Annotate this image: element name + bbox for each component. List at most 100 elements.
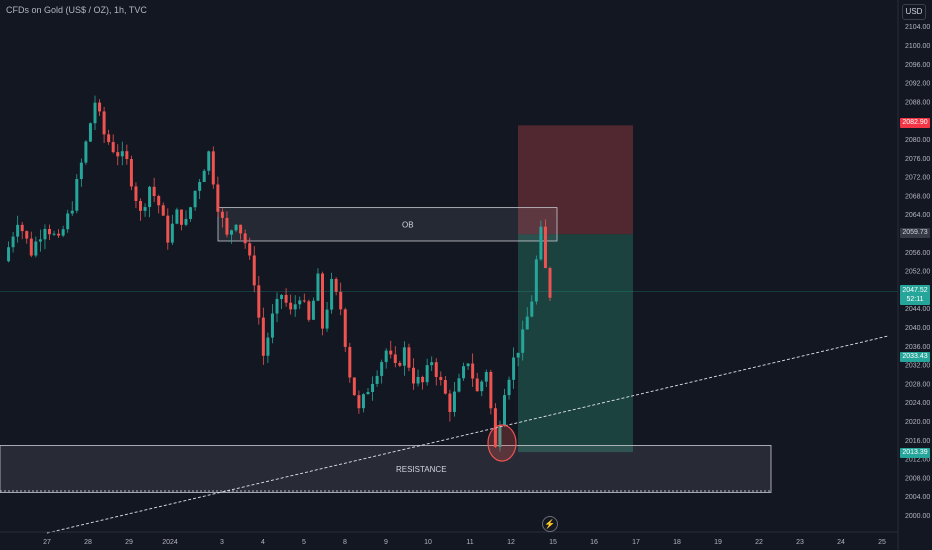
y-tick-label: 2032.00 [905, 363, 930, 370]
candle-body [57, 233, 61, 236]
x-tick-label: 24 [837, 539, 845, 546]
candle-body [466, 363, 470, 367]
candle-body [38, 239, 42, 242]
candle-body [503, 395, 506, 426]
candle-body [129, 159, 133, 187]
last-price-tag: 2047.52 52:11 [900, 285, 930, 305]
candle-body [270, 313, 274, 338]
candle-body [34, 241, 38, 256]
entry-price-tag: 2059.73 [900, 228, 930, 238]
candle-body [507, 379, 511, 396]
candle-body [298, 300, 302, 305]
x-tick-label: 8 [343, 539, 347, 546]
candle-body [498, 425, 502, 447]
x-tick-label: 17 [632, 539, 640, 546]
candle-body [407, 347, 411, 368]
candle-body [480, 381, 484, 392]
candle-body [48, 228, 51, 235]
x-tick-label: 15 [549, 539, 557, 546]
candle-body [7, 247, 11, 262]
candle-body [302, 300, 306, 302]
y-tick-label: 2100.00 [905, 43, 930, 50]
y-tick-label: 2088.00 [905, 99, 930, 106]
candle-body [107, 134, 111, 143]
currency-button[interactable]: USD [902, 4, 926, 20]
candle-body [275, 298, 279, 314]
x-tick-label: 12 [507, 539, 515, 546]
y-tick-label: 2028.00 [905, 381, 930, 388]
candle-body [143, 207, 147, 211]
candle-body [43, 228, 47, 240]
candle-body [125, 151, 129, 160]
candle-body [334, 278, 338, 292]
stop-price-tag: 2082.90 [900, 118, 930, 128]
y-tick-label: 2000.00 [905, 513, 930, 520]
y-tick-label: 2104.00 [905, 24, 930, 31]
candle-body [484, 371, 488, 382]
candle-body [239, 224, 243, 234]
candle-body [321, 273, 324, 329]
candle-body [421, 376, 425, 383]
y-tick-label: 2020.00 [905, 419, 930, 426]
low-circle-marker [487, 424, 517, 462]
y-tick-label: 2080.00 [905, 137, 930, 144]
candle-body [457, 378, 461, 392]
last-price-value: 2047.52 [902, 287, 928, 294]
candle-body [148, 186, 152, 208]
y-tick-label: 2064.00 [905, 212, 930, 219]
x-tick-label: 29 [125, 539, 133, 546]
y-tick-label: 2044.00 [905, 306, 930, 313]
x-tick-label: 5 [302, 539, 306, 546]
candle-body [134, 186, 138, 201]
candle-body [539, 226, 543, 260]
candle-body [412, 367, 415, 384]
candle-body [75, 179, 79, 211]
x-tick-label: 22 [755, 539, 763, 546]
x-tick-label: 3 [220, 539, 224, 546]
candle-body [380, 362, 384, 376]
candle-body [161, 205, 165, 216]
candle-body [280, 294, 284, 299]
candle-body [211, 151, 215, 185]
candle-body [389, 350, 393, 355]
stop-loss-zone [518, 125, 633, 235]
candle-body [93, 102, 97, 124]
candle-body [439, 376, 443, 380]
candle-body [357, 395, 361, 409]
candle-body [366, 392, 370, 395]
chart-title: CFDs on Gold (US$ / OZ), 1h, TVC [6, 5, 147, 15]
candle-body [248, 243, 252, 256]
candle-body [261, 317, 265, 356]
candle-layer [7, 95, 552, 452]
resistance-zone [0, 445, 772, 493]
x-tick-label: 16 [590, 539, 598, 546]
resistance-label: RESISTANCE [396, 465, 447, 474]
candle-body [475, 378, 479, 392]
candle-body [543, 226, 547, 269]
candle-body [170, 223, 174, 243]
x-tick-label: 28 [84, 539, 92, 546]
candle-body [184, 218, 188, 225]
candle-body [325, 309, 329, 329]
candle-body [175, 209, 179, 224]
x-tick-label: 18 [673, 539, 681, 546]
ob-label: OB [402, 220, 414, 229]
x-tick-label: 2024 [162, 539, 178, 546]
candle-body [452, 391, 456, 412]
candle-body [293, 304, 297, 310]
y-tick-label: 2096.00 [905, 62, 930, 69]
candle-body [102, 111, 106, 135]
y-tick-label: 2068.00 [905, 193, 930, 200]
ob-zone [217, 207, 558, 242]
lightning-icon[interactable]: ⚡ [542, 516, 558, 532]
candle-body [361, 394, 365, 409]
candle-body [79, 162, 83, 180]
candle-body [393, 354, 397, 364]
candle-body [398, 363, 402, 366]
overlay-layer [0, 291, 898, 534]
candle-body [198, 181, 202, 191]
candle-body [402, 347, 406, 366]
countdown-timer: 52:11 [906, 296, 924, 303]
